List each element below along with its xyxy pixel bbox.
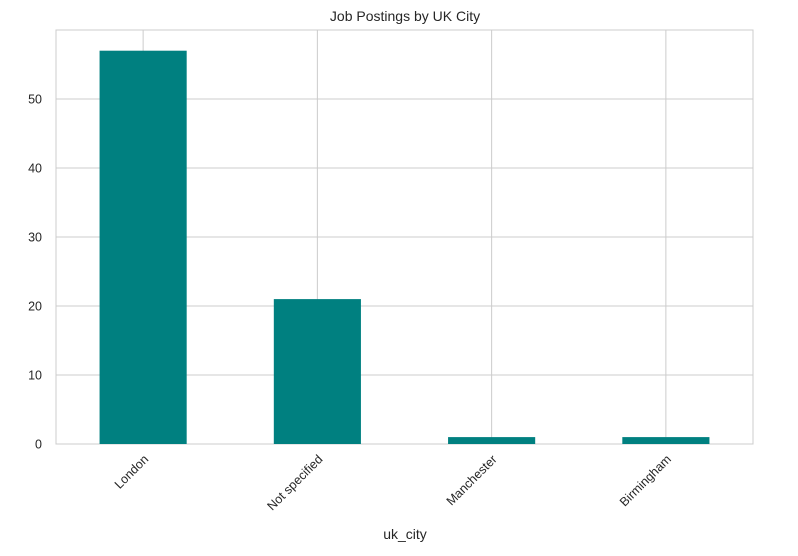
y-tick-label: 40 [28, 162, 42, 176]
x-tick-label: London [112, 452, 151, 491]
x-tick-label: Not specified [264, 452, 325, 513]
bar-birmingham [622, 437, 710, 444]
chart-title: Job Postings by UK City [330, 8, 480, 24]
x-tick-label: Birmingham [617, 452, 674, 509]
y-tick-label: 20 [28, 300, 42, 314]
x-axis-ticks: London Not specified Manchester Birmingham [112, 452, 674, 513]
y-tick-label: 30 [28, 231, 42, 245]
bar-london [99, 50, 187, 444]
y-axis-ticks: 0 10 20 30 40 50 [28, 93, 42, 452]
bar-manchester [448, 437, 536, 444]
bars [99, 50, 710, 444]
y-tick-label: 0 [35, 438, 42, 452]
x-tick-label: Manchester [444, 452, 500, 508]
bar-not-specified [273, 299, 361, 444]
y-tick-label: 50 [28, 93, 42, 107]
x-axis-title: uk_city [383, 526, 427, 542]
y-tick-label: 10 [28, 369, 42, 383]
